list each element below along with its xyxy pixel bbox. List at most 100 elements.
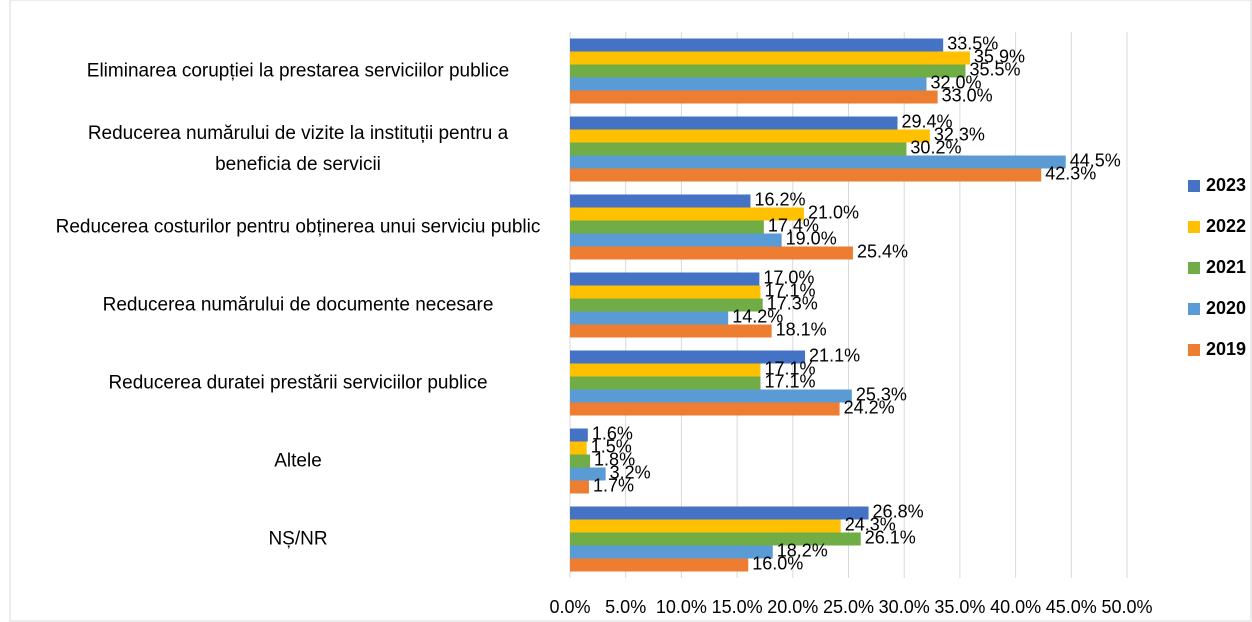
bar — [570, 389, 852, 403]
data-label: 18.2% — [777, 540, 828, 560]
x-tick-label: 30.0% — [879, 597, 930, 617]
x-tick-label: 10.0% — [656, 597, 707, 617]
category-label: Reducerea duratei prestării serviciilor … — [108, 372, 488, 394]
bar — [570, 285, 761, 299]
bar — [570, 506, 869, 520]
bar — [570, 38, 944, 52]
legend-swatch — [1188, 180, 1200, 192]
bar — [570, 376, 761, 390]
data-label: 1.7% — [593, 475, 634, 495]
data-label: 32.0% — [930, 72, 981, 92]
bar — [570, 77, 927, 91]
bar — [570, 168, 1042, 182]
x-tick-label: 15.0% — [712, 597, 763, 617]
data-label: 26.8% — [873, 501, 924, 521]
data-label: 16.2% — [754, 189, 805, 209]
category-label: Reducerea numărului de documente necesar… — [102, 294, 494, 316]
data-label: 33.0% — [942, 85, 993, 105]
x-tick-label: 35.0% — [934, 597, 985, 617]
bar — [570, 454, 591, 468]
legend-label: 2019 — [1206, 339, 1246, 359]
bar — [570, 129, 930, 143]
data-label: 25.4% — [857, 241, 908, 261]
data-label: 32.3% — [934, 124, 985, 144]
legend-label: 2021 — [1206, 257, 1246, 277]
bar — [570, 142, 907, 156]
bar — [570, 298, 763, 312]
data-label: 44.5% — [1070, 150, 1121, 170]
data-label: 21.1% — [809, 345, 860, 365]
bar — [570, 233, 782, 247]
legend-swatch — [1188, 303, 1200, 315]
bar — [570, 51, 970, 65]
x-tick-label: 0.0% — [549, 597, 590, 617]
data-label: 17.0% — [763, 267, 814, 287]
data-label: 3.2% — [610, 462, 651, 482]
bar — [570, 116, 898, 130]
bar — [570, 545, 773, 559]
data-label: 17.1% — [764, 280, 815, 300]
bar — [570, 220, 764, 234]
bar — [570, 402, 840, 416]
legend-swatch — [1188, 344, 1200, 356]
bar — [570, 363, 761, 377]
data-label: 19.0% — [786, 228, 837, 248]
bar — [570, 90, 938, 104]
data-label: 17.3% — [767, 293, 818, 313]
bar — [570, 207, 804, 221]
bar — [570, 311, 729, 325]
data-label: 25.3% — [856, 384, 907, 404]
category-label: Altele — [274, 450, 322, 472]
bar — [570, 64, 966, 78]
data-label: 16.0% — [752, 553, 803, 573]
x-tick-label: 5.0% — [605, 597, 646, 617]
bar — [570, 194, 751, 208]
data-label: 24.3% — [845, 514, 896, 534]
bar — [570, 558, 749, 572]
bar — [570, 467, 606, 481]
data-label: 1.5% — [591, 436, 632, 456]
data-label: 24.2% — [844, 397, 895, 417]
data-label: 26.1% — [865, 527, 916, 547]
x-tick-label: 45.0% — [1046, 597, 1097, 617]
data-label: 17.1% — [764, 358, 815, 378]
x-tick-label: 20.0% — [767, 597, 818, 617]
data-label: 21.0% — [808, 202, 859, 222]
bar — [570, 246, 853, 260]
data-label: 1.8% — [594, 449, 635, 469]
data-label: 30.2% — [910, 137, 961, 157]
data-label: 14.2% — [732, 306, 783, 326]
data-label: 1.6% — [592, 423, 633, 443]
data-label: 35.9% — [974, 46, 1025, 66]
data-label: 35.5% — [969, 59, 1020, 79]
bar — [570, 519, 841, 533]
bar — [570, 480, 589, 494]
category-label: Reducerea costurilor pentru obținerea un… — [55, 216, 541, 238]
frame — [9, 0, 1252, 622]
legend-swatch — [1188, 262, 1200, 274]
data-label: 17.1% — [764, 371, 815, 391]
legend-label: 2022 — [1206, 216, 1246, 236]
data-label: 17.4% — [768, 215, 819, 235]
legend-swatch — [1188, 221, 1200, 233]
data-label: 33.5% — [947, 33, 998, 53]
bar — [570, 350, 806, 364]
x-tick-label: 40.0% — [990, 597, 1041, 617]
x-tick-label: 25.0% — [823, 597, 874, 617]
category-label: NȘ/NR — [268, 528, 328, 550]
bar — [570, 428, 588, 442]
bar — [570, 441, 587, 455]
bar — [570, 272, 760, 286]
bar — [570, 155, 1066, 169]
category-label: Reducerea numărului de vizite la institu… — [87, 123, 509, 175]
data-label: 18.1% — [776, 319, 827, 339]
bar — [570, 324, 772, 338]
data-label: 29.4% — [902, 111, 953, 131]
data-label: 42.3% — [1045, 163, 1096, 183]
x-tick-label: 50.0% — [1101, 597, 1152, 617]
legend-label: 2020 — [1206, 298, 1246, 318]
bar — [570, 532, 861, 546]
legend-label: 2023 — [1206, 175, 1246, 195]
